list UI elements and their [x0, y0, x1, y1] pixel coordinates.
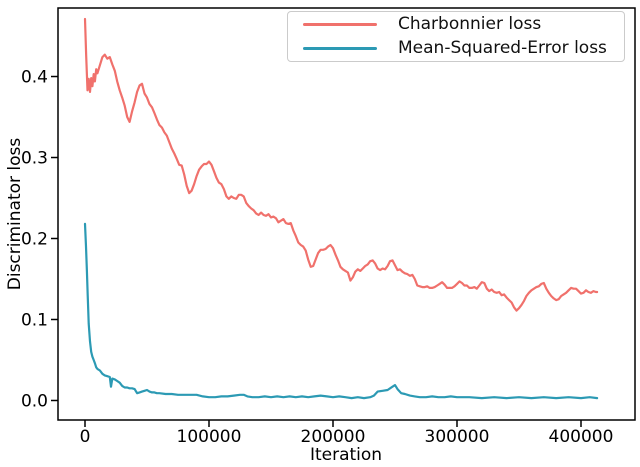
y-tick-label: 0.2: [21, 229, 48, 249]
y-tick-label: 0.1: [21, 310, 48, 330]
legend-line-sample: [303, 22, 377, 27]
x-axis-label: Iteration: [310, 445, 382, 465]
legend-label: Charbonnier loss: [398, 14, 542, 35]
axis-ticks: [51, 75, 582, 427]
x-tick-label: 300000: [425, 427, 490, 447]
axes-box: [57, 7, 636, 421]
y-tick-label: 0.4: [21, 68, 48, 88]
y-tick-label: 0.3: [21, 149, 48, 169]
x-tick-label: 400000: [549, 427, 614, 447]
series-lines: [83, 17, 599, 400]
y-axis-label: Discriminator loss: [5, 138, 25, 291]
legend-line-sample: [303, 46, 377, 51]
tick-labels: 0 100000 200000 300000 400000 0.0 0.1 0.2 0.3 0.4: [21, 68, 614, 447]
y-tick-label: 0.0: [21, 391, 48, 411]
legend-label: Mean-Squared-Error loss: [398, 37, 607, 58]
x-tick-label: 100000: [177, 427, 242, 447]
legend: Charbonnier loss Mean-Squared-Error loss: [287, 11, 625, 62]
legend-entry-0: Charbonnier loss: [288, 14, 624, 36]
series-line-0: [83, 17, 599, 312]
x-tick-label: 200000: [301, 427, 366, 447]
legend-entry-1: Mean-Squared-Error loss: [288, 37, 624, 59]
x-tick-label: 0: [80, 427, 91, 447]
plot-spines: [57, 7, 636, 421]
series-line-1: [83, 222, 599, 400]
